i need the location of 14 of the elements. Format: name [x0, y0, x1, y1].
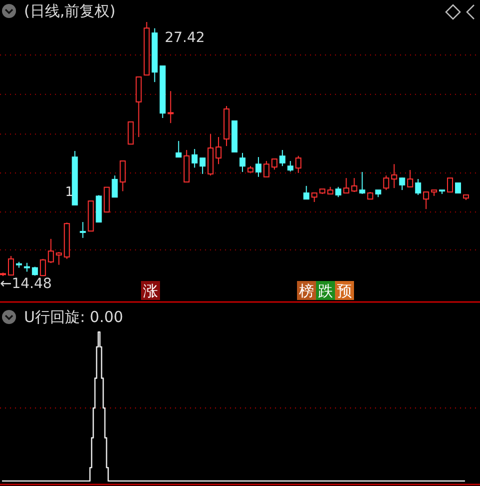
text: 预: [337, 282, 352, 300]
chart-title: (日线,前复权): [24, 2, 116, 20]
chart-title: U行回旋: 0.00: [24, 308, 124, 326]
text: 榜: [299, 282, 314, 300]
text: 涨: [143, 282, 158, 300]
candlestick: [216, 136, 222, 165]
candlestick: [80, 222, 86, 238]
text: ←14.48: [0, 276, 52, 292]
candlestick: [239, 152, 246, 172]
candlestick: [168, 90, 174, 124]
annotation: 27.42: [164, 30, 205, 46]
candlestick: [255, 156, 262, 178]
candlestick: [391, 164, 398, 189]
text: 跌: [318, 282, 333, 300]
